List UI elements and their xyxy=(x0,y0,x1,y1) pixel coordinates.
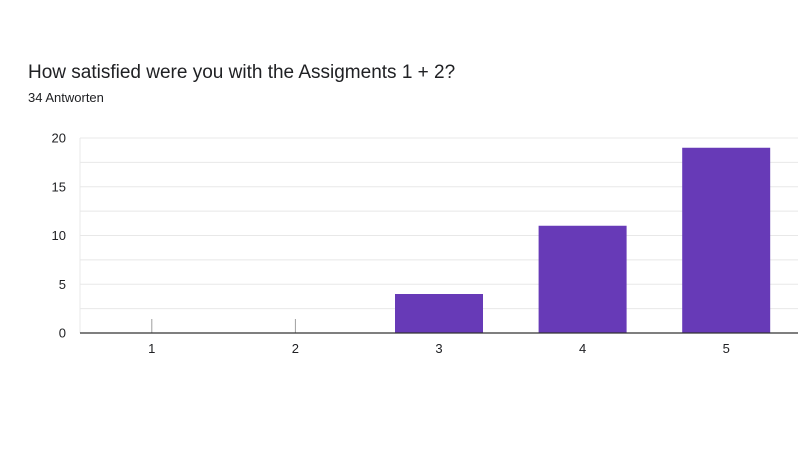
x-tick-label: 3 xyxy=(435,341,442,356)
bar-chart: 0 5 10 15 20 1 2 3 4 5 xyxy=(52,131,798,356)
bar xyxy=(395,294,483,333)
y-tick-label: 20 xyxy=(52,131,66,146)
bar xyxy=(682,147,771,333)
x-tick-label: 1 xyxy=(148,341,155,356)
x-tick-label: 2 xyxy=(292,341,299,356)
x-tick-label: 5 xyxy=(723,341,730,356)
y-tick-label: 15 xyxy=(52,179,66,194)
response-count: 34 Antworten xyxy=(28,90,104,105)
y-tick-label: 10 xyxy=(52,228,66,243)
y-tick-label: 5 xyxy=(59,277,66,292)
y-tick-label: 0 xyxy=(59,326,66,341)
chart-title: How satisfied were you with the Assigmen… xyxy=(28,62,456,83)
bar xyxy=(538,225,627,333)
x-tick-label: 4 xyxy=(579,341,586,356)
